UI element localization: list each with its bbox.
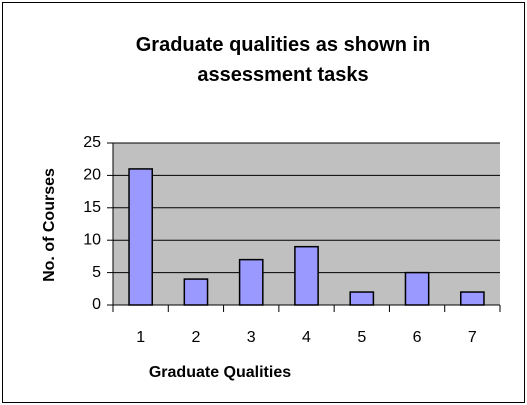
y-tick-label: 20 bbox=[83, 167, 101, 184]
bar bbox=[404, 271, 430, 306]
x-tick-label: 6 bbox=[413, 329, 422, 346]
bar bbox=[128, 168, 154, 306]
x-tick-label: 4 bbox=[302, 329, 311, 346]
bar bbox=[349, 291, 375, 306]
bar bbox=[183, 278, 209, 306]
x-tick-label: 5 bbox=[357, 329, 366, 346]
y-tick-label: 5 bbox=[92, 264, 101, 281]
x-axis-title: Graduate Qualities bbox=[149, 364, 291, 381]
bar bbox=[238, 258, 264, 306]
x-tick-label: 1 bbox=[136, 329, 145, 346]
y-tick-label: 0 bbox=[92, 296, 101, 313]
x-tick-label: 7 bbox=[468, 329, 477, 346]
bar bbox=[459, 291, 485, 306]
x-tick-label: 2 bbox=[191, 329, 200, 346]
bar bbox=[294, 245, 319, 306]
y-axis-title: No. of Courses bbox=[41, 168, 58, 282]
y-tick-label: 15 bbox=[83, 199, 101, 216]
x-tick-label: 3 bbox=[247, 329, 256, 346]
y-tick-label: 25 bbox=[83, 134, 101, 151]
chart-title: Graduate qualities as shown in assessmen… bbox=[135, 34, 431, 86]
y-tick-label: 10 bbox=[83, 231, 101, 248]
